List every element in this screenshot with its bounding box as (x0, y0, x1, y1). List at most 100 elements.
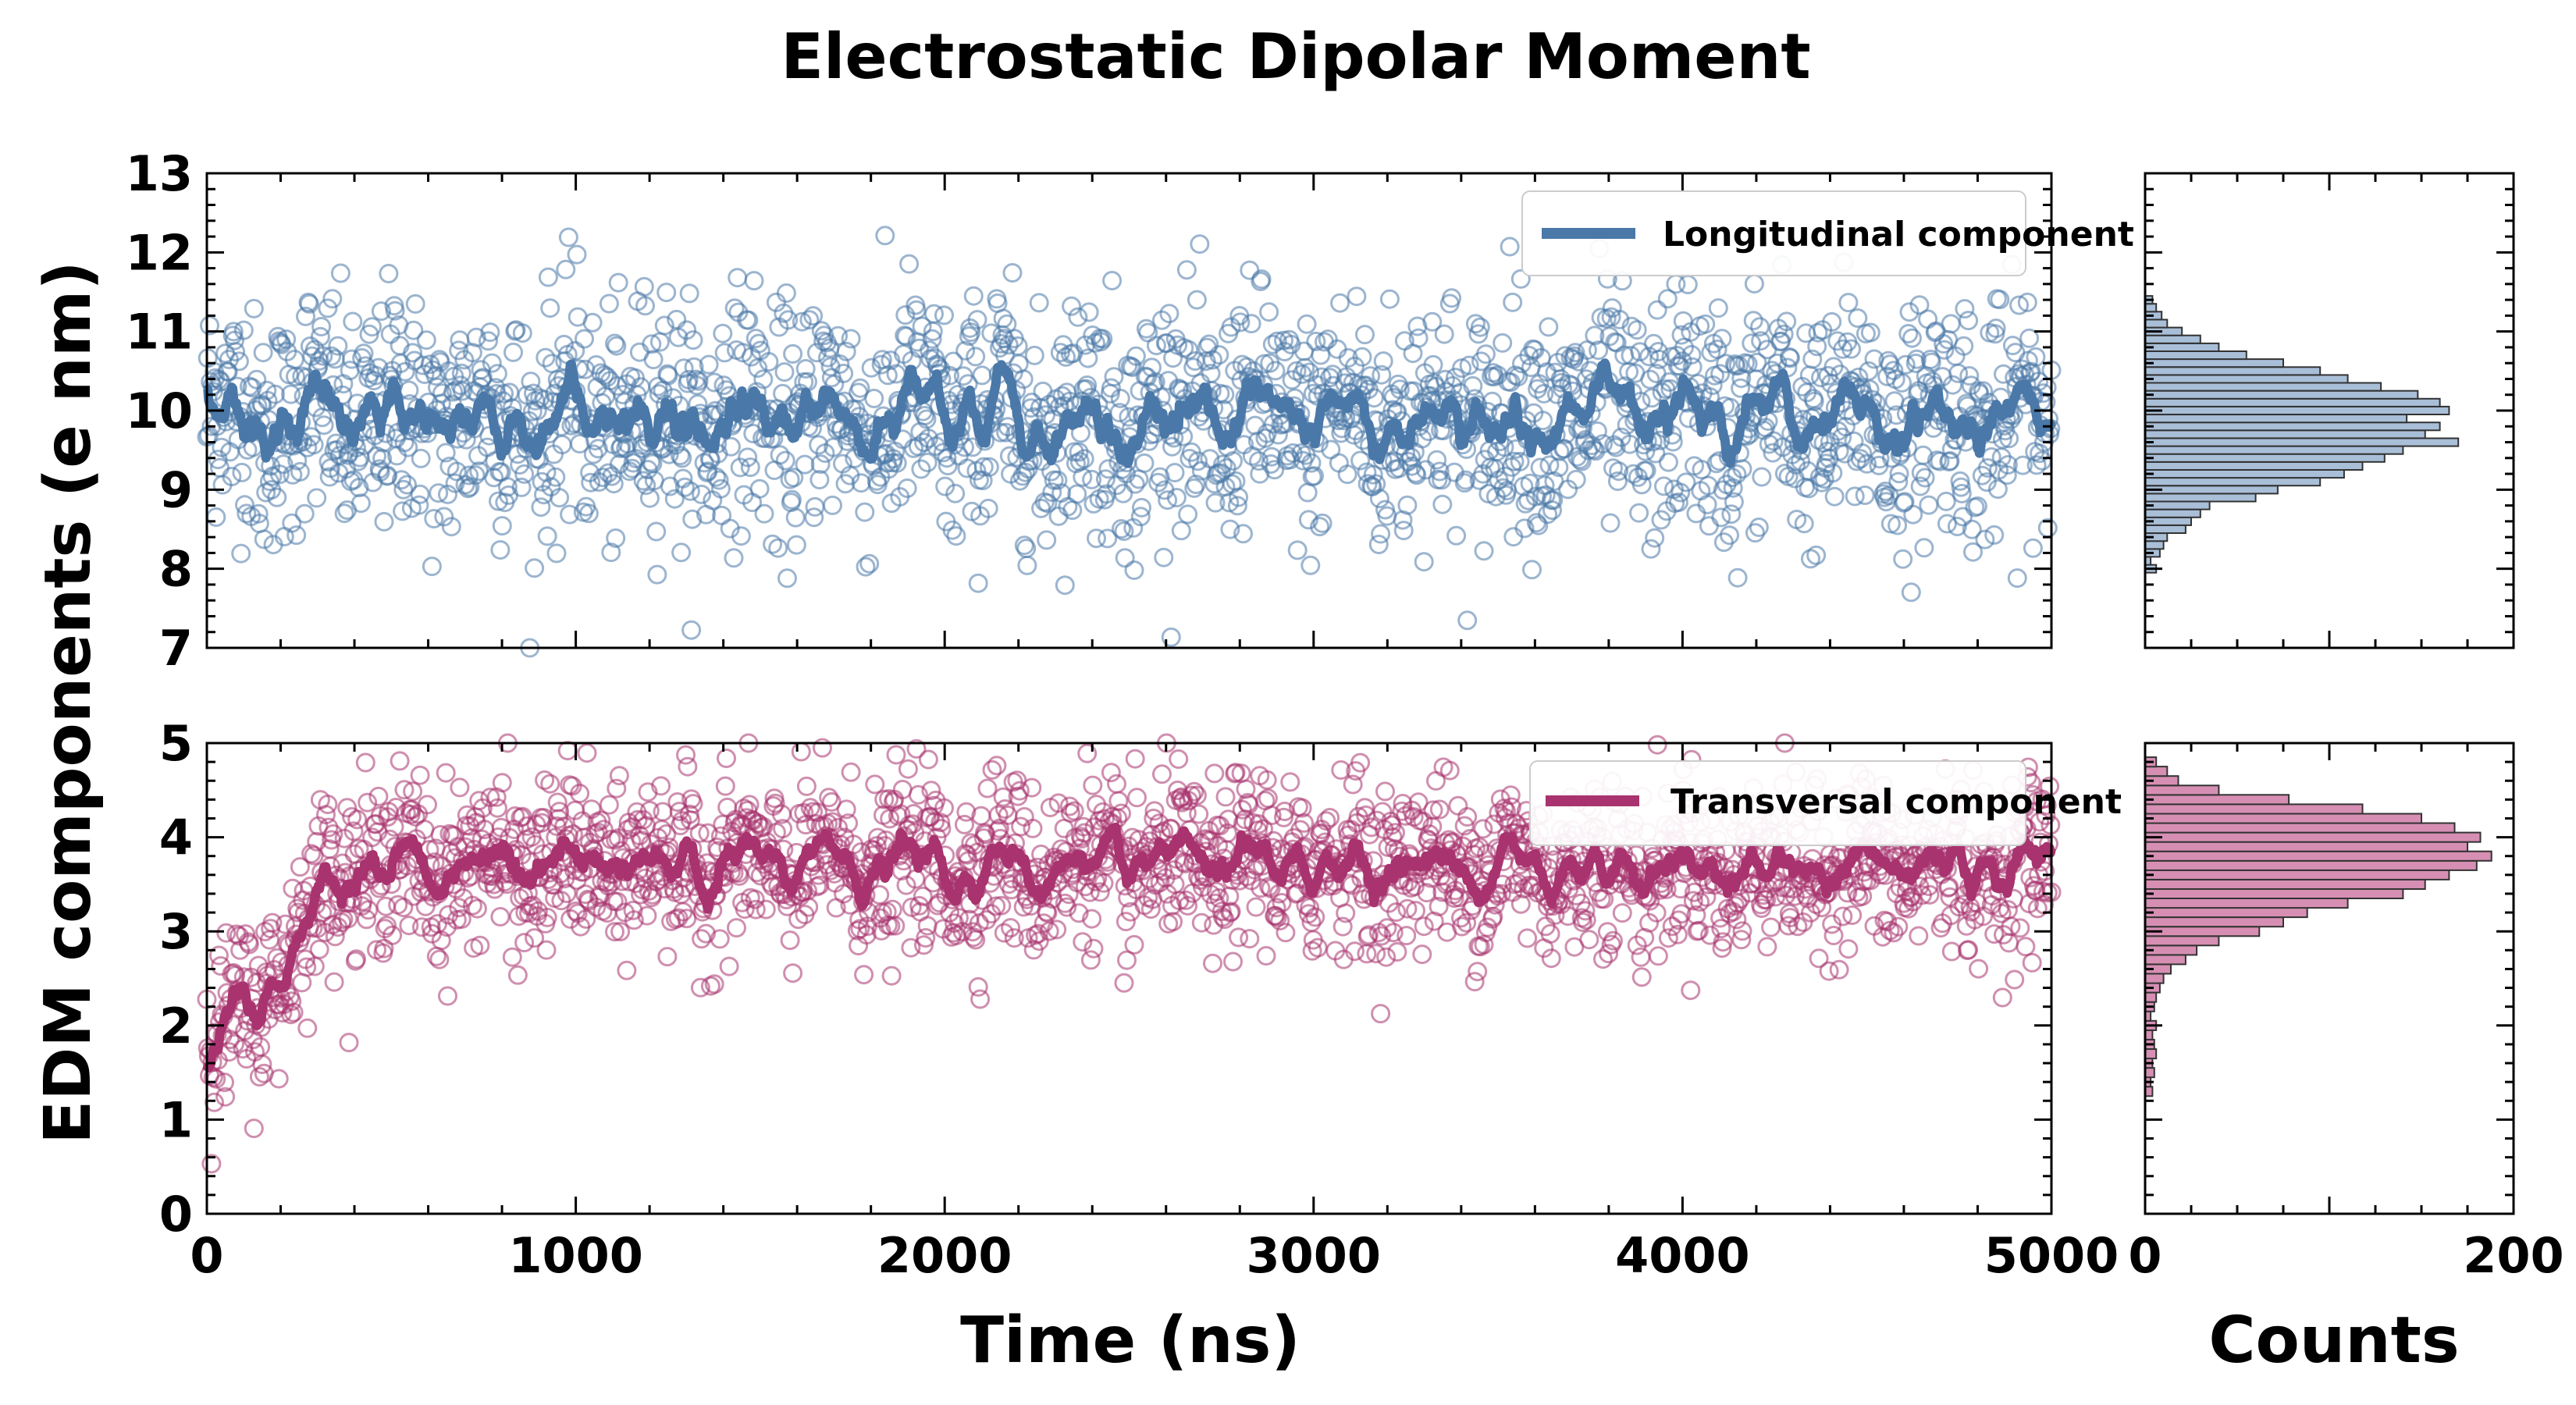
data-point (1298, 510, 1318, 530)
data-point (731, 526, 751, 546)
data-point (1716, 354, 1736, 374)
y-tick-label: 0 (159, 1186, 193, 1243)
data-point (1915, 468, 1935, 488)
data-point (684, 357, 704, 377)
data-point (1078, 348, 1098, 368)
data-point (633, 471, 653, 491)
data-point (1369, 489, 1389, 509)
data-point (1169, 749, 1189, 769)
data-point (358, 792, 378, 813)
x-tick-label: 1000 (508, 1227, 643, 1284)
data-point (1510, 451, 1530, 471)
data-point (583, 444, 603, 464)
data-point (727, 918, 746, 938)
data-point (1520, 473, 1540, 493)
data-point (377, 916, 397, 936)
data-point (768, 538, 788, 558)
data-point (1113, 483, 1133, 503)
data-point (955, 340, 976, 361)
data-point (1976, 472, 1997, 493)
data-point (429, 483, 449, 503)
data-point (692, 929, 712, 949)
data-point (276, 329, 297, 350)
data-point (1297, 482, 1318, 503)
data-point (657, 947, 678, 967)
data-point (441, 517, 461, 537)
data-point (1857, 454, 1877, 474)
data-point (1414, 916, 1434, 937)
data-point (1312, 513, 1332, 533)
data-point (2026, 347, 2046, 367)
data-point (1029, 293, 1049, 313)
data-point (599, 795, 619, 815)
data-point (1306, 331, 1326, 351)
data-point (1744, 274, 1764, 293)
data-point (1676, 472, 1696, 493)
data-point (1959, 311, 1979, 331)
data-point (411, 448, 431, 468)
data-point (1110, 389, 1130, 408)
data-point (1750, 317, 1770, 337)
data-point (337, 798, 358, 818)
histogram-bar (2144, 397, 2441, 407)
data-point (2005, 969, 2025, 990)
data-point (1023, 818, 1043, 838)
data-point (1510, 894, 1531, 914)
histogram-bar (2144, 405, 2450, 416)
data-point (253, 343, 273, 363)
data-point (286, 525, 307, 546)
data-point (796, 776, 817, 796)
data-point (1914, 538, 1934, 558)
data-point (624, 910, 644, 930)
data-point (881, 966, 902, 986)
data-point (536, 462, 557, 482)
data-point (1998, 455, 2018, 475)
data-point (1648, 342, 1668, 361)
data-point (659, 838, 679, 857)
data-point (1699, 516, 1719, 536)
data-point (667, 792, 688, 812)
y-tick-label: 1 (159, 1091, 193, 1148)
data-point (854, 965, 874, 985)
data-point (514, 464, 535, 484)
data-point (1014, 535, 1034, 556)
data-point (1992, 987, 2012, 1008)
data-point (326, 433, 346, 454)
data-point (537, 907, 557, 927)
data-point (301, 844, 322, 864)
data-point (1823, 926, 1844, 945)
data-point (1732, 459, 1752, 479)
data-point (485, 451, 505, 471)
data-point (470, 935, 490, 955)
data-point (1130, 507, 1151, 527)
data-point (896, 326, 916, 347)
data-point (935, 476, 955, 496)
data-point (1211, 463, 1231, 483)
data-point (668, 908, 688, 928)
data-point (309, 939, 329, 959)
data-point (1697, 494, 1717, 514)
data-point (1549, 457, 1569, 478)
data-point (1108, 791, 1129, 811)
data-point (1601, 307, 1621, 327)
data-point (1671, 325, 1692, 345)
data-point (1223, 951, 1243, 972)
data-point (1823, 463, 1843, 483)
data-point (1517, 928, 1538, 948)
data-point (1074, 449, 1094, 469)
data-point (818, 347, 838, 368)
data-point (841, 329, 861, 349)
data-point (439, 361, 459, 381)
data-point (490, 907, 511, 927)
data-point (1952, 483, 1972, 503)
data-point (487, 798, 507, 818)
data-point (1080, 950, 1101, 970)
y-tick-label: 3 (159, 903, 193, 960)
data-point (347, 809, 368, 830)
data-point (1251, 269, 1272, 290)
data-point (813, 738, 832, 758)
data-point (482, 353, 502, 373)
data-point (206, 507, 226, 527)
data-point (418, 795, 437, 815)
data-point (390, 336, 410, 356)
